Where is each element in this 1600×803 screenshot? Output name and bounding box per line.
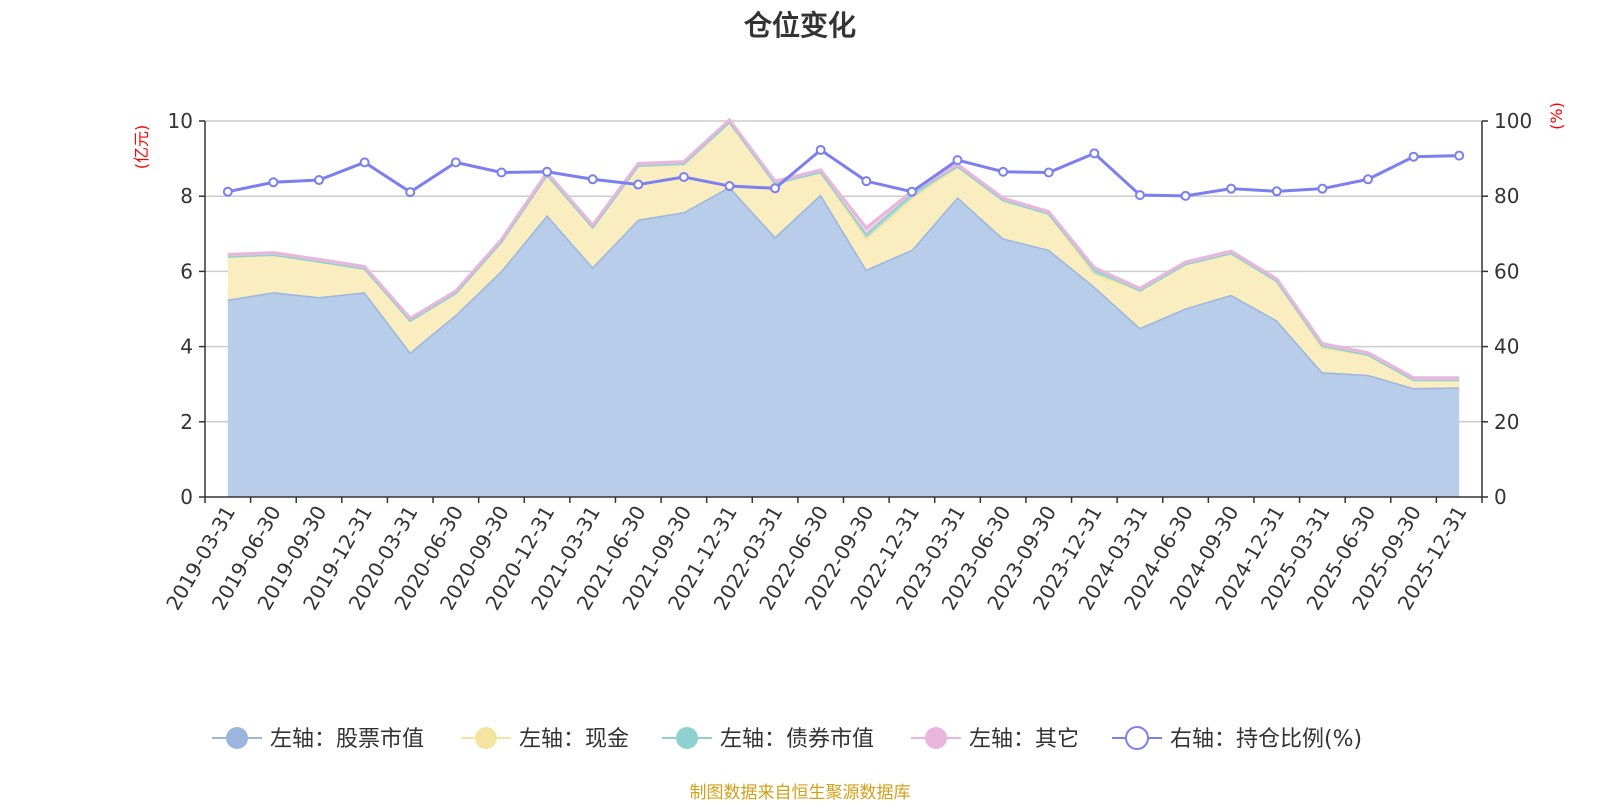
ratio-point — [222, 186, 233, 197]
ratio-point — [906, 186, 917, 197]
area-cash — [227, 121, 1460, 388]
right-tick-label: 60 — [1494, 259, 1519, 283]
legend-label: 左轴：股票市值 — [270, 727, 424, 752]
legend-item: 左轴：债券市值 — [662, 727, 874, 752]
left-axis-unit: (亿元) — [132, 125, 151, 170]
left-tick-label: 10 — [168, 109, 193, 133]
ratio-line-series — [222, 144, 1465, 201]
legend-label: 左轴：其它 — [969, 727, 1079, 752]
ratio-line — [227, 148, 1460, 198]
ratio-point — [359, 157, 370, 168]
ratio-point — [405, 187, 416, 198]
right-tick-label: 80 — [1494, 184, 1519, 208]
area-stock — [227, 186, 1460, 498]
ratio-point — [1271, 186, 1282, 197]
legend-item: 右轴：持仓比例(%) — [1112, 726, 1362, 752]
ratio-point — [1180, 190, 1191, 201]
stacked-areas — [227, 117, 1460, 498]
legend-marker — [925, 727, 947, 749]
ratio-point — [314, 175, 325, 186]
right-tick-label: 100 — [1494, 109, 1532, 133]
legend-marker — [475, 727, 497, 749]
ratio-point — [450, 157, 461, 168]
ratio-point — [268, 177, 279, 188]
left-tick-label: 0 — [180, 485, 193, 509]
ratio-point — [724, 181, 735, 192]
ratio-point — [1317, 183, 1328, 194]
ratio-point — [861, 176, 872, 187]
left-tick-label: 6 — [180, 259, 193, 283]
right-tick-label: 40 — [1494, 335, 1519, 359]
ratio-point — [770, 183, 781, 194]
legend-marker — [676, 727, 698, 749]
data-source-note: 制图数据来自恒生聚源数据库 — [689, 783, 911, 803]
right-axis-unit: (%) — [1547, 102, 1566, 130]
ratio-point — [1408, 151, 1419, 162]
ratio-point — [1043, 167, 1054, 178]
legend-label: 左轴：债券市值 — [720, 727, 874, 752]
right-tick-label: 20 — [1494, 410, 1519, 434]
ratio-point — [1226, 183, 1237, 194]
chart-title: 仓位变化 — [743, 9, 856, 42]
ratio-point — [1362, 174, 1373, 185]
legend-label: 右轴：持仓比例(%) — [1170, 727, 1362, 752]
left-tick-label: 8 — [180, 184, 193, 208]
legend-item: 左轴：其它 — [911, 727, 1079, 752]
right-tick-label: 0 — [1494, 485, 1507, 509]
ratio-point — [998, 166, 1009, 177]
legend-marker — [226, 727, 248, 749]
ratio-point — [1454, 150, 1465, 161]
ratio-point — [496, 167, 507, 178]
area-edge-other — [227, 117, 1460, 380]
legend: 左轴：股票市值 左轴：现金 左轴：债券市值 左轴：其它 右轴：持仓比例(%) — [212, 726, 1362, 752]
ratio-point — [952, 155, 963, 166]
legend-marker — [1125, 726, 1149, 750]
ratio-point — [633, 179, 644, 190]
ratio-point — [678, 172, 689, 183]
ratio-point — [587, 174, 598, 185]
legend-item: 左轴：股票市值 — [212, 727, 424, 752]
ratio-point — [1089, 148, 1100, 159]
legend-label: 左轴：现金 — [519, 727, 629, 752]
left-tick-label: 2 — [180, 410, 193, 434]
ratio-point — [815, 144, 826, 155]
ratio-point — [542, 166, 553, 177]
legend-item: 左轴：现金 — [461, 727, 629, 752]
left-tick-label: 4 — [180, 335, 193, 359]
ratio-point — [1134, 190, 1145, 201]
